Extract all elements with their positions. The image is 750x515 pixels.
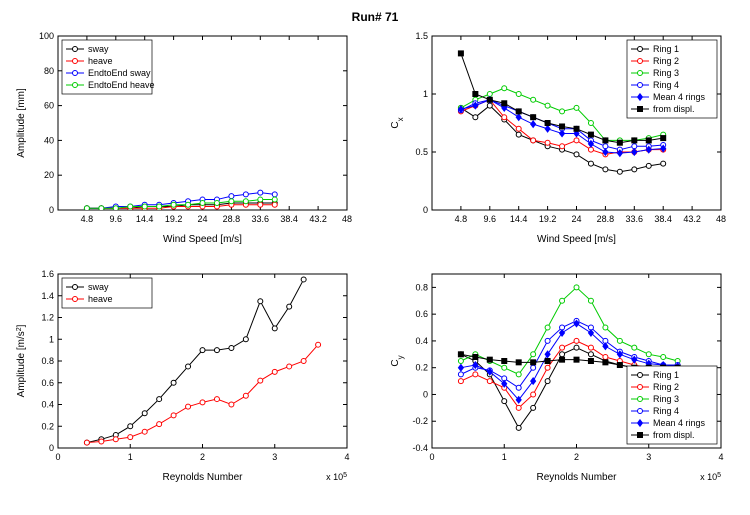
svg-text:1.4: 1.4 <box>41 291 54 301</box>
svg-text:Wind Speed [m/s]: Wind Speed [m/s] <box>537 234 616 245</box>
svg-text:Ring 4: Ring 4 <box>653 406 679 416</box>
svg-text:4: 4 <box>718 452 723 462</box>
svg-text:0: 0 <box>49 205 54 215</box>
panel-grid: 4.89.614.419.22428.833.638.443.248020406… <box>10 28 740 486</box>
svg-text:Ring 3: Ring 3 <box>653 68 679 78</box>
svg-text:33.6: 33.6 <box>626 214 644 224</box>
svg-text:Reynolds Number: Reynolds Number <box>162 472 243 483</box>
svg-text:28.8: 28.8 <box>223 214 241 224</box>
svg-text:from displ.: from displ. <box>653 104 695 114</box>
svg-text:Ring 2: Ring 2 <box>653 382 679 392</box>
svg-text:Reynolds Number: Reynolds Number <box>536 472 617 483</box>
svg-text:14.4: 14.4 <box>136 214 154 224</box>
panel-top-right: 4.8 9.6 14.4 19.2 24 28.8 33.6 38.4 43.2 48 0 0.5 1 1… <box>384 28 729 248</box>
svg-text:-0.4: -0.4 <box>412 443 428 453</box>
panel-bottom-right: 0 1 2 3 4 -0.4 -0.2 0 0.2 0.4 0.6 0.8 Reynolds Numbe… <box>384 266 729 486</box>
svg-text:0.8: 0.8 <box>415 282 428 292</box>
svg-text:x 105: x 105 <box>326 472 347 483</box>
svg-text:0: 0 <box>49 443 54 453</box>
svg-text:2: 2 <box>200 452 205 462</box>
svg-text:33.6: 33.6 <box>252 214 270 224</box>
svg-text:0.6: 0.6 <box>41 378 54 388</box>
svg-text:0.5: 0.5 <box>415 147 428 157</box>
svg-text:0.4: 0.4 <box>415 336 428 346</box>
svg-text:1.2: 1.2 <box>41 313 54 323</box>
svg-text:48: 48 <box>342 214 352 224</box>
svg-text:-0.2: -0.2 <box>412 416 428 426</box>
svg-text:9.6: 9.6 <box>110 214 123 224</box>
svg-text:Amplitude [mm]: Amplitude [mm] <box>16 88 27 158</box>
svg-text:0.2: 0.2 <box>41 421 54 431</box>
svg-text:0: 0 <box>429 452 434 462</box>
svg-text:from displ.: from displ. <box>653 430 695 440</box>
svg-text:Cy: Cy <box>390 355 405 366</box>
panel-top-left: 4.8 9.6 14.4 19.2 24 28.8 33.6 38.4 43.2 48 0 20 40 6… <box>10 28 355 248</box>
svg-text:24: 24 <box>197 214 207 224</box>
svg-text:EndtoEnd sway: EndtoEnd sway <box>88 68 151 78</box>
svg-text:2: 2 <box>574 452 579 462</box>
svg-text:heave: heave <box>88 294 113 304</box>
svg-text:Ring 1: Ring 1 <box>653 44 679 54</box>
svg-text:Ring 2: Ring 2 <box>653 56 679 66</box>
svg-text:Ring 3: Ring 3 <box>653 394 679 404</box>
figure-title: Run# 71 <box>10 10 740 24</box>
svg-text:19.2: 19.2 <box>539 214 557 224</box>
svg-text:Ring 1: Ring 1 <box>653 370 679 380</box>
svg-text:3: 3 <box>646 452 651 462</box>
svg-text:80: 80 <box>44 66 54 76</box>
svg-text:43.2: 43.2 <box>683 214 701 224</box>
svg-text:1: 1 <box>502 452 507 462</box>
svg-text:1.6: 1.6 <box>41 269 54 279</box>
svg-text:38.4: 38.4 <box>654 214 672 224</box>
svg-text:14.4: 14.4 <box>510 214 528 224</box>
svg-text:1.5: 1.5 <box>415 31 428 41</box>
svg-text:x 105: x 105 <box>700 472 721 483</box>
svg-text:Mean 4 rings: Mean 4 rings <box>653 418 706 428</box>
svg-text:28.8: 28.8 <box>597 214 615 224</box>
svg-text:60: 60 <box>44 101 54 111</box>
svg-text:0.2: 0.2 <box>415 363 428 373</box>
svg-text:1: 1 <box>423 89 428 99</box>
svg-text:sway: sway <box>88 282 109 292</box>
svg-text:Cx: Cx <box>390 117 405 128</box>
svg-text:4: 4 <box>344 452 349 462</box>
svg-text:48: 48 <box>716 214 726 224</box>
svg-text:1: 1 <box>128 452 133 462</box>
panel-bottom-left: 0 1 2 3 4 0 0.2 0.4 0.6 0.8 1 1.2 1.4 1.6 Reynolds Num… <box>10 266 355 486</box>
svg-text:Wind Speed [m/s]: Wind Speed [m/s] <box>163 234 242 245</box>
svg-text:40: 40 <box>44 135 54 145</box>
svg-text:Amplitude [m/s2]: Amplitude [m/s2] <box>16 324 28 397</box>
svg-text:0: 0 <box>423 389 428 399</box>
svg-text:0: 0 <box>55 452 60 462</box>
svg-text:4.8: 4.8 <box>81 214 94 224</box>
svg-text:24: 24 <box>571 214 581 224</box>
svg-text:1: 1 <box>49 334 54 344</box>
svg-text:38.4: 38.4 <box>280 214 298 224</box>
svg-text:100: 100 <box>39 31 54 41</box>
svg-text:Mean 4 rings: Mean 4 rings <box>653 92 706 102</box>
svg-text:43.2: 43.2 <box>309 214 327 224</box>
svg-text:20: 20 <box>44 170 54 180</box>
svg-text:sway: sway <box>88 44 109 54</box>
svg-text:9.6: 9.6 <box>484 214 497 224</box>
svg-text:EndtoEnd heave: EndtoEnd heave <box>88 80 155 90</box>
svg-text:Ring 4: Ring 4 <box>653 80 679 90</box>
svg-text:4.8: 4.8 <box>455 214 468 224</box>
svg-text:3: 3 <box>272 452 277 462</box>
svg-text:0.6: 0.6 <box>415 309 428 319</box>
svg-text:heave: heave <box>88 56 113 66</box>
svg-text:0.8: 0.8 <box>41 356 54 366</box>
svg-text:0: 0 <box>423 205 428 215</box>
svg-text:0.4: 0.4 <box>41 400 54 410</box>
svg-text:19.2: 19.2 <box>165 214 183 224</box>
